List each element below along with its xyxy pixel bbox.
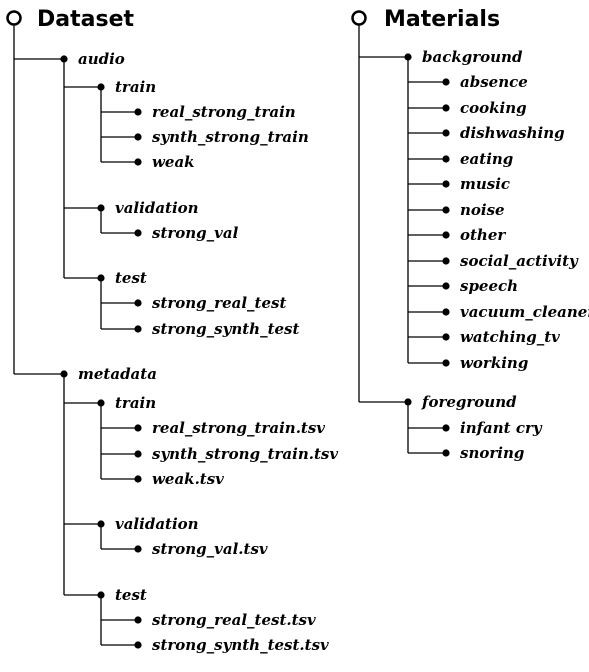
node-bullet-icon: [134, 133, 141, 140]
node-bullet-icon: [442, 282, 449, 289]
node-label: real_strong_train.tsv: [152, 419, 325, 437]
node-bullet-icon: [134, 641, 141, 648]
node-bullet-icon: [134, 229, 141, 236]
node-label: working: [460, 354, 528, 372]
node-label: absence: [460, 73, 528, 91]
node-label: validation: [115, 199, 199, 217]
node-bullet-icon: [442, 424, 449, 431]
root-label: Dataset: [37, 7, 134, 32]
node-bullet-icon: [134, 108, 141, 115]
node-bullet-icon: [97, 204, 104, 211]
node-bullet-icon: [442, 257, 449, 264]
root-circle-icon: [353, 12, 366, 25]
node-label: noise: [460, 201, 505, 219]
node-label: vacuum_cleaner: [460, 303, 589, 321]
node-bullet-icon: [442, 359, 449, 366]
node-bullet-icon: [134, 616, 141, 623]
node-bullet-icon: [134, 325, 141, 332]
node-label: strong_real_test.tsv: [152, 611, 316, 629]
node-label: other: [460, 226, 506, 244]
node-label: strong_real_test: [152, 294, 286, 312]
node-label: music: [460, 175, 510, 193]
node-label: social_activity: [460, 252, 579, 270]
node-bullet-icon: [442, 206, 449, 213]
node-bullet-icon: [134, 424, 141, 431]
node-label: background: [422, 48, 523, 66]
node-bullet-icon: [442, 180, 449, 187]
node-bullet-icon: [97, 520, 104, 527]
tree-dataset: Dataset audio train real_strong_train synth_…: [8, 7, 339, 654]
node-label: strong_synth_test.tsv: [152, 636, 329, 654]
node-bullet-icon: [97, 83, 104, 90]
node-label: strong_val.tsv: [152, 540, 268, 558]
node-label: dishwashing: [460, 124, 565, 142]
node-label: real_strong_train: [152, 103, 296, 121]
node-label: audio: [78, 50, 125, 68]
node-label: train: [115, 78, 156, 96]
node-bullet-icon: [60, 55, 67, 62]
node-bullet-icon: [134, 545, 141, 552]
node-bullet-icon: [442, 78, 449, 85]
node-label: test: [115, 586, 147, 604]
node-bullet-icon: [134, 158, 141, 165]
node-bullet-icon: [97, 591, 104, 598]
node-label: test: [115, 269, 147, 287]
node-label: foreground: [421, 393, 517, 411]
node-bullet-icon: [442, 449, 449, 456]
node-label: snoring: [460, 444, 524, 462]
node-label: train: [115, 394, 156, 412]
node-bullet-icon: [404, 398, 411, 405]
node-label: strong_synth_test: [152, 320, 299, 338]
node-bullet-icon: [134, 299, 141, 306]
node-label: infant cry: [460, 419, 543, 437]
node-label: watching_tv: [460, 328, 560, 346]
node-bullet-icon: [404, 53, 411, 60]
node-label: strong_val: [152, 224, 239, 242]
node-bullet-icon: [97, 274, 104, 281]
node-bullet-icon: [442, 129, 449, 136]
node-label: validation: [115, 515, 199, 533]
tree-materials: Materials background absence cooking dishwas…: [353, 7, 589, 462]
node-bullet-icon: [134, 475, 141, 482]
node-label: weak.tsv: [152, 470, 224, 488]
node-label: synth_strong_train.tsv: [152, 445, 338, 463]
node-label: metadata: [78, 365, 157, 383]
node-bullet-icon: [442, 333, 449, 340]
node-bullet-icon: [60, 370, 67, 377]
root-circle-icon: [8, 12, 21, 25]
node-bullet-icon: [134, 450, 141, 457]
node-bullet-icon: [442, 231, 449, 238]
node-bullet-icon: [442, 308, 449, 315]
root-label: Materials: [384, 7, 500, 32]
node-label: cooking: [460, 99, 527, 117]
node-label: synth_strong_train: [152, 128, 309, 146]
node-bullet-icon: [97, 399, 104, 406]
node-bullet-icon: [442, 155, 449, 162]
node-label: eating: [460, 150, 513, 168]
node-bullet-icon: [442, 104, 449, 111]
node-label: speech: [460, 277, 518, 295]
node-label: weak: [152, 153, 195, 171]
